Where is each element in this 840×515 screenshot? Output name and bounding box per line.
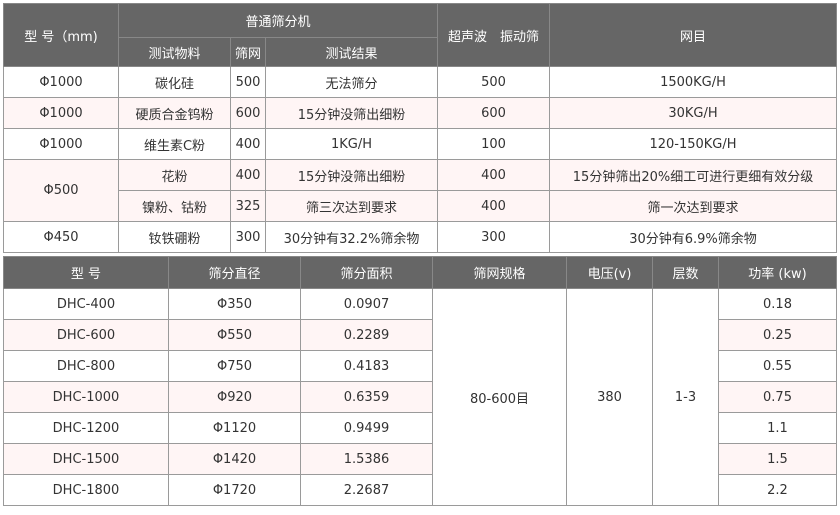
- mesh-cell: 600: [230, 97, 266, 129]
- mesh-cell: 400: [230, 159, 266, 191]
- power-cell: 1.1: [718, 412, 837, 444]
- header-model: 型 号（mm): [3, 3, 119, 67]
- column-header: 筛网规格: [432, 256, 567, 289]
- diameter-cell: Φ1420: [168, 443, 301, 475]
- model-cell: DHC-1000: [3, 381, 169, 413]
- area-cell: 2.2687: [300, 474, 433, 506]
- mesh-cell: 500: [230, 66, 266, 98]
- power-cell: 1.5: [718, 443, 837, 475]
- area-cell: 1.5386: [300, 443, 433, 475]
- material-cell: 镍粉、钴粉: [118, 190, 231, 222]
- power-cell: 2.2: [718, 474, 837, 506]
- ultrasonic-cell: 500: [437, 66, 551, 98]
- model-cell: Φ450: [3, 221, 119, 253]
- result-cell: 1KG/H: [264, 128, 439, 160]
- mesh-count-cell: 15分钟筛出20%细工可进行更细有效分级: [549, 159, 837, 191]
- diameter-cell: Φ350: [168, 288, 301, 320]
- table-row: DHC-1500 Φ1420 1.5386 1.5: [3, 443, 837, 475]
- mesh-cell: 325: [230, 190, 266, 222]
- ultrasonic-cell: 600: [437, 97, 551, 129]
- area-cell: 0.4183: [300, 350, 433, 382]
- mesh-count-cell: 30分钟有6.9%筛余物: [549, 221, 837, 253]
- area-cell: 0.9499: [300, 412, 433, 444]
- sieve-test-comparison-table: 型 号（mm) 普通筛分机 超声波 振动筛 网目 测试物料 筛网 测试结果 Φ1…: [3, 3, 837, 253]
- material-cell: 维生素C粉: [118, 128, 231, 160]
- table-row: DHC-400 Φ350 0.0907 80-600目 380 1-3 0.18: [3, 288, 837, 506]
- power-cell: 0.18: [718, 288, 837, 320]
- table-row: DHC-1200 Φ1120 0.9499 1.1: [3, 412, 837, 444]
- mesh-count-cell: 筛一次达到要求: [549, 190, 837, 222]
- table-row: DHC-800 Φ750 0.4183 0.55: [3, 350, 837, 382]
- material-cell: 硬质合金钨粉: [118, 97, 231, 129]
- header-normal-sieve: 普通筛分机: [117, 3, 439, 38]
- area-cell: 0.0907: [300, 288, 433, 320]
- table-row: DHC-600 Φ550 0.2289 0.25: [3, 319, 837, 351]
- area-cell: 0.2289: [300, 319, 433, 351]
- mesh-count-cell: 120-150KG/H: [549, 128, 837, 160]
- model-cell: DHC-1800: [3, 474, 169, 506]
- result-cell: 30分钟有32.2%筛余物: [264, 221, 439, 253]
- table-row: DHC-1000 Φ920 0.6359 0.75: [3, 381, 837, 413]
- area-cell: 0.6359: [300, 381, 433, 413]
- table-row: Φ1000 碳化硅 500 无法筛分 500 1500KG/H: [3, 66, 837, 98]
- header-material: 测试物料: [118, 37, 231, 67]
- ultrasonic-cell: 300: [437, 221, 551, 253]
- layers-cell: 1-3: [652, 288, 719, 506]
- model-cell: DHC-1200: [3, 412, 169, 444]
- table-row: Φ450 钕铁硼粉 300 30分钟有32.2%筛余物 300 30分钟有6.9%筛余物: [3, 221, 837, 253]
- table-row: Φ1000 硬质合金钨粉 600 15分钟没筛出细粉 600 30KG/H: [3, 97, 837, 129]
- column-header: 功率 (kw): [718, 256, 837, 289]
- ultrasonic-cell: 400: [437, 190, 551, 222]
- diameter-cell: Φ750: [168, 350, 301, 382]
- diameter-cell: Φ920: [168, 381, 301, 413]
- model-cell: Φ1000: [3, 128, 119, 160]
- header-ultrasonic: 超声波 振动筛: [437, 3, 551, 67]
- ultrasonic-cell: 100: [437, 128, 551, 160]
- model-cell: DHC-400: [3, 288, 169, 320]
- model-cell: Φ500: [3, 159, 119, 222]
- dhc-spec-table: 型 号筛分直径 筛分面积 筛网规格 电压(v) 层数 功率 (kw) DHC-400 Φ35…: [3, 256, 837, 506]
- power-cell: 0.25: [718, 319, 837, 351]
- voltage-cell: 380: [566, 288, 653, 506]
- table-row: Φ1000 维生素C粉 400 1KG/H 100 120-150KG/H: [3, 128, 837, 160]
- result-cell: 15分钟没筛出细粉: [264, 97, 439, 129]
- table-row: 镍粉、钴粉 325 筛三次达到要求 400 筛一次达到要求: [4, 190, 837, 222]
- result-cell: 15分钟没筛出细粉: [264, 159, 439, 191]
- result-cell: 无法筛分: [264, 66, 439, 98]
- header-result: 测试结果: [264, 37, 439, 67]
- diameter-cell: Φ1720: [168, 474, 301, 506]
- column-header: 电压(v): [566, 256, 653, 289]
- mesh-spec-cell: 80-600目: [432, 288, 567, 506]
- model-cell: DHC-800: [3, 350, 169, 382]
- power-cell: 0.55: [718, 350, 837, 382]
- header-mesh: 筛网: [230, 37, 266, 67]
- column-header: 层数: [652, 256, 719, 289]
- mesh-cell: 400: [230, 128, 266, 160]
- mesh-count-cell: 1500KG/H: [549, 66, 837, 98]
- material-cell: 钕铁硼粉: [118, 221, 231, 253]
- diameter-cell: Φ1120: [168, 412, 301, 444]
- column-header: 筛分面积: [300, 256, 433, 289]
- model-cell: Φ1000: [3, 66, 119, 98]
- model-cell: DHC-600: [3, 319, 169, 351]
- material-cell: 碳化硅: [118, 66, 231, 98]
- column-header: 筛分直径: [168, 256, 301, 289]
- ultrasonic-cell: 400: [437, 159, 551, 191]
- material-cell: 花粉: [118, 159, 231, 191]
- mesh-cell: 300: [230, 221, 266, 253]
- table-row: DHC-1800 Φ1720 2.2687 2.2: [3, 474, 837, 506]
- result-cell: 筛三次达到要求: [264, 190, 439, 222]
- mesh-count-cell: 30KG/H: [549, 97, 837, 129]
- column-header: 型 号: [3, 256, 169, 289]
- header-mesh-count: 网目: [549, 3, 837, 67]
- model-cell: DHC-1500: [3, 443, 169, 475]
- model-cell: Φ1000: [3, 97, 119, 129]
- power-cell: 0.75: [718, 381, 837, 413]
- table-row: Φ500 花粉 400 15分钟没筛出细粉 400 15分钟筛出20%细工可进行更细有效分…: [3, 159, 837, 222]
- diameter-cell: Φ550: [168, 319, 301, 351]
